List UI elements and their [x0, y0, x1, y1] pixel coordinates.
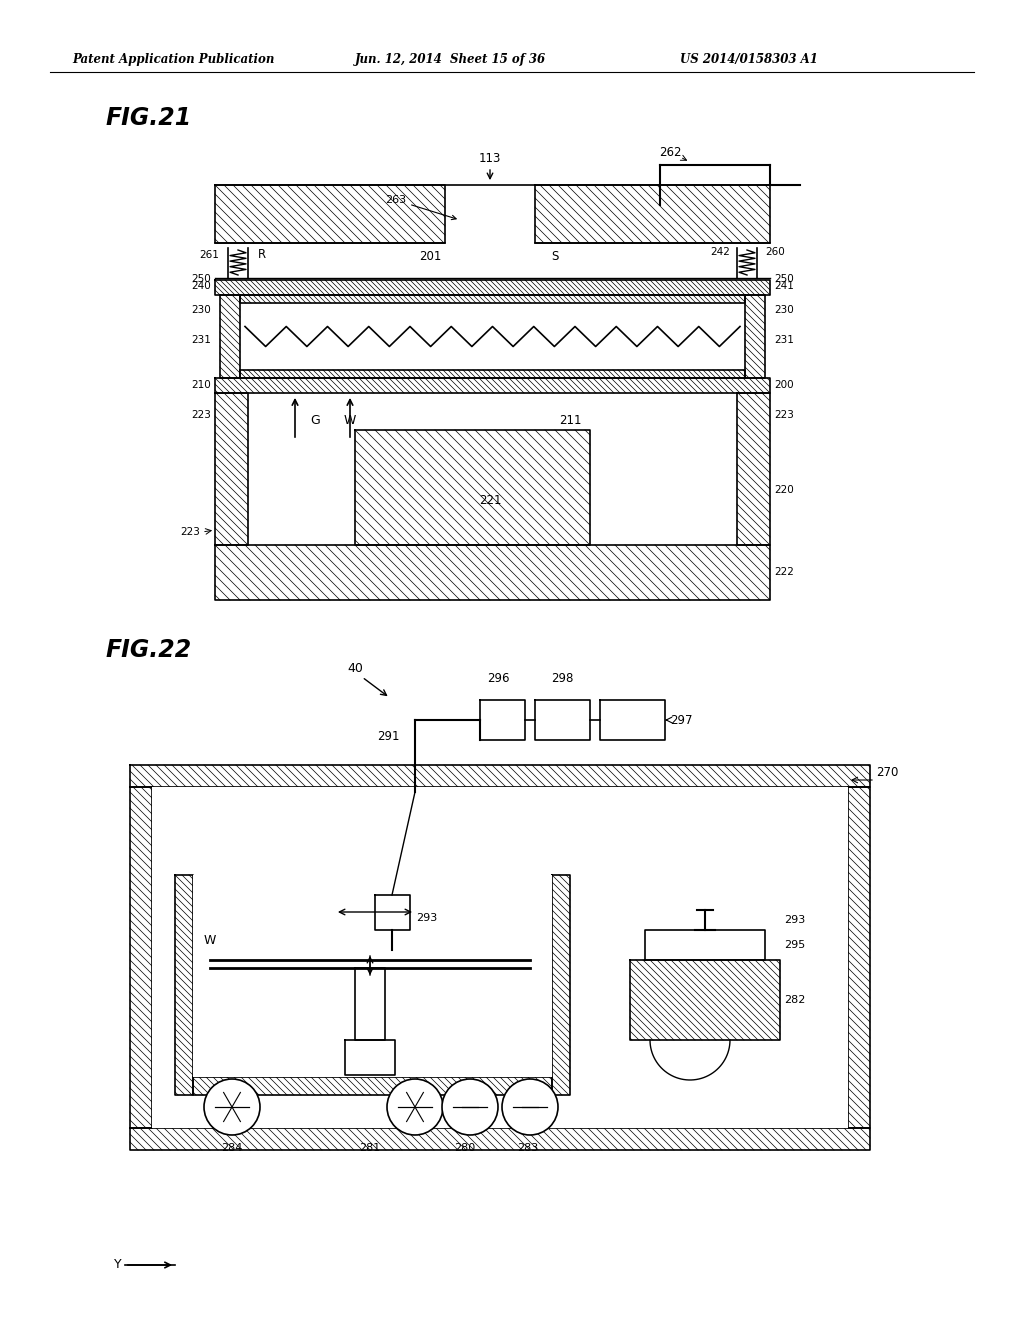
Text: 221: 221 — [479, 494, 502, 507]
Bar — [152, 787, 848, 1129]
Text: W: W — [204, 933, 216, 946]
Text: 291: 291 — [378, 730, 400, 743]
Text: 211: 211 — [559, 413, 582, 426]
Text: 250: 250 — [774, 275, 794, 284]
Text: W: W — [344, 413, 356, 426]
Text: G: G — [310, 413, 319, 426]
Text: 231: 231 — [191, 335, 211, 345]
Text: 223: 223 — [774, 411, 794, 420]
Text: 283: 283 — [517, 1143, 539, 1152]
Text: 280: 280 — [455, 1143, 475, 1152]
Text: 296: 296 — [486, 672, 509, 685]
Text: S: S — [551, 251, 559, 264]
Circle shape — [502, 1078, 558, 1135]
Text: 284: 284 — [221, 1143, 243, 1152]
Circle shape — [204, 1078, 260, 1135]
Text: 242: 242 — [710, 247, 730, 257]
Text: 220: 220 — [774, 484, 794, 495]
Text: Patent Application Publication: Patent Application Publication — [72, 54, 274, 66]
Text: 240: 240 — [191, 281, 211, 290]
Circle shape — [442, 1078, 498, 1135]
Text: 261: 261 — [199, 249, 219, 260]
Circle shape — [387, 1078, 443, 1135]
Text: 200: 200 — [774, 380, 794, 389]
Text: FIG.21: FIG.21 — [105, 106, 191, 129]
Text: US 2014/0158303 A1: US 2014/0158303 A1 — [680, 54, 818, 66]
Text: Y: Y — [115, 1258, 122, 1271]
Text: 113: 113 — [479, 152, 501, 165]
Text: 250: 250 — [191, 275, 211, 284]
Text: 230: 230 — [191, 305, 211, 315]
Text: 231: 231 — [774, 335, 794, 345]
Text: 222: 222 — [774, 568, 794, 577]
Text: Jun. 12, 2014  Sheet 15 of 36: Jun. 12, 2014 Sheet 15 of 36 — [355, 54, 546, 66]
Text: 223: 223 — [191, 411, 211, 420]
Text: 201: 201 — [419, 251, 441, 264]
Text: 298: 298 — [551, 672, 573, 685]
Text: 281: 281 — [359, 1143, 381, 1152]
Bar — [193, 875, 552, 1077]
Text: 293: 293 — [416, 913, 437, 923]
Text: 297: 297 — [670, 714, 692, 726]
Text: 241: 241 — [774, 281, 794, 290]
Text: 295: 295 — [784, 940, 805, 950]
Text: FIG.22: FIG.22 — [105, 638, 191, 663]
Text: 262: 262 — [658, 145, 681, 158]
Text: 293: 293 — [784, 915, 805, 925]
Text: 260: 260 — [765, 247, 784, 257]
Text: 230: 230 — [774, 305, 794, 315]
Text: 40: 40 — [347, 661, 362, 675]
Text: 270: 270 — [876, 767, 898, 780]
Text: 282: 282 — [784, 995, 805, 1005]
Text: 223: 223 — [180, 527, 200, 537]
Text: 210: 210 — [191, 380, 211, 389]
Text: 263: 263 — [385, 195, 456, 219]
Text: R: R — [258, 248, 266, 261]
